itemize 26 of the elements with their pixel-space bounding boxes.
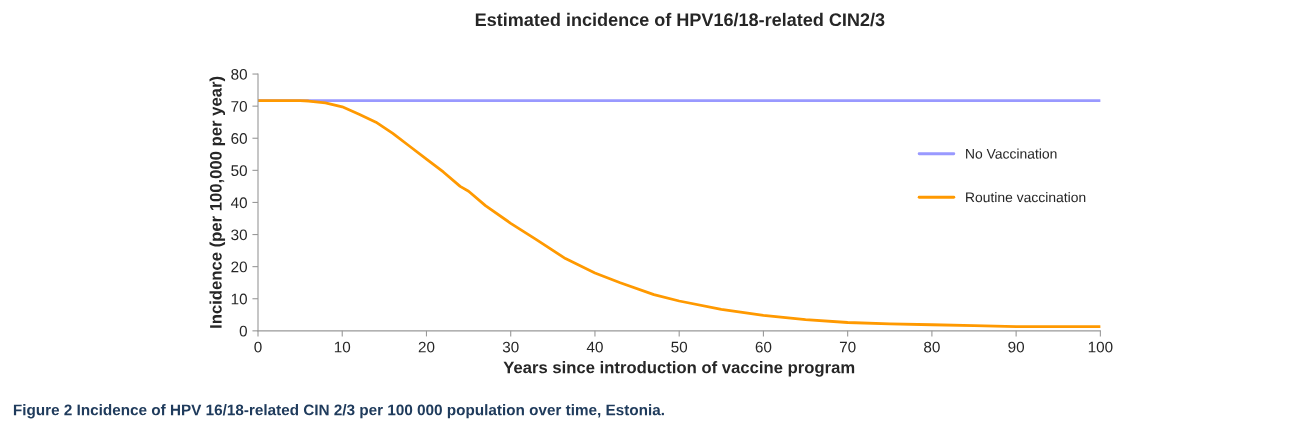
- y-tick-label: 40: [230, 197, 247, 209]
- x-tick-label: 80: [924, 341, 940, 353]
- x-tick-label: 50: [671, 341, 688, 353]
- x-tick-label: 20: [418, 341, 435, 353]
- legend-label: No Vaccination: [966, 148, 1057, 159]
- y-tick-label: 50: [231, 165, 247, 177]
- x-tick-label: 60: [755, 341, 772, 353]
- y-tick-label: 20: [231, 261, 247, 273]
- x-tick-label: 90: [1008, 341, 1025, 353]
- y-tick-label: 0: [239, 325, 247, 337]
- y-axis-title: Incidence (per 100,000 per year): [209, 76, 226, 328]
- x-tick-label: 100: [1088, 341, 1113, 353]
- y-tick-label: 30: [231, 229, 247, 241]
- caption: Figure 2 Incidence of HPV 16/18-related CIN 2/3 per 100 000 population over time, Estonia.: [13, 404, 664, 419]
- y-tick-label: 70: [231, 101, 247, 112]
- x-tick-label: 70: [839, 341, 856, 353]
- x-tick-label: 40: [586, 341, 603, 353]
- y-tick-label: 60: [231, 133, 247, 144]
- y-tick-label: 80: [231, 68, 247, 80]
- x-tick-label: 0: [254, 341, 262, 353]
- chart-title: Estimated incidence of HPV16/18-related CIN2/3: [475, 12, 885, 27]
- y-tick-label: 10: [231, 293, 247, 305]
- x-tick-label: 10: [334, 341, 351, 353]
- legend-label: Routine vaccination: [966, 192, 1086, 203]
- x-tick-label: 30: [502, 341, 519, 353]
- x-axis-title: Years since introduction of vaccine program: [503, 361, 855, 377]
